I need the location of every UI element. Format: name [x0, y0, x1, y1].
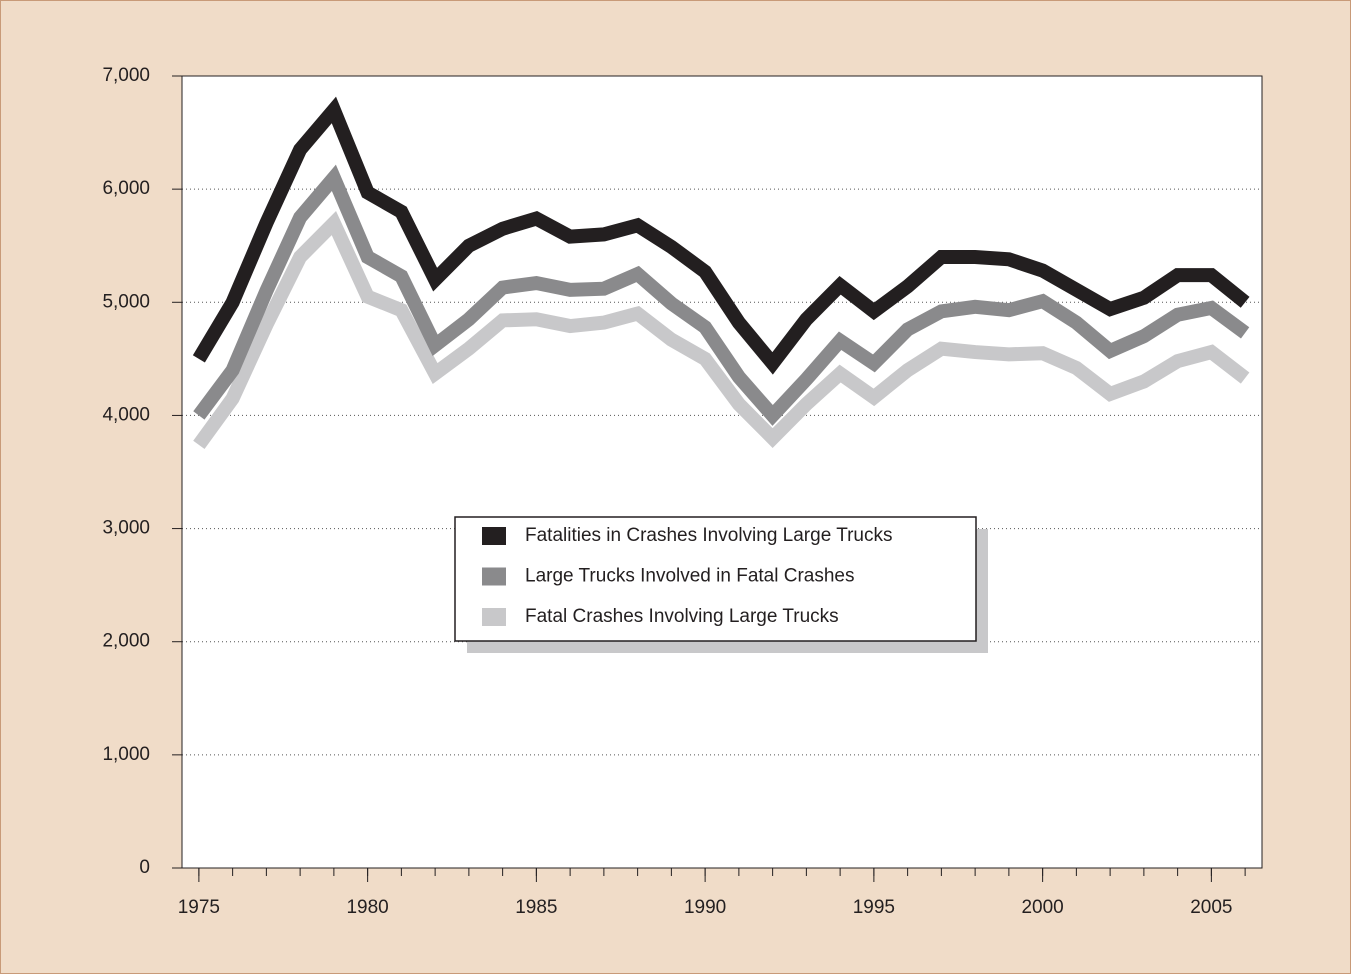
y-tick-label: 6,000: [102, 178, 150, 199]
y-tick-label: 3,000: [102, 518, 150, 539]
x-tick-label: 2000: [1021, 897, 1063, 918]
y-tick-label: 7,000: [102, 65, 150, 86]
series-line: [193, 164, 1250, 426]
plot-area: [182, 76, 1262, 868]
y-tick-label: 1,000: [102, 744, 150, 765]
y-tick-label: 2,000: [102, 631, 150, 652]
legend-box: [454, 516, 977, 642]
series-line: [193, 210, 1250, 449]
series-line: [192, 96, 1250, 375]
legend-swatch: [482, 527, 506, 545]
y-tick-label: 5,000: [102, 291, 150, 312]
y-tick-label: 4,000: [102, 404, 150, 425]
x-tick-label: 2005: [1190, 897, 1232, 918]
x-tick-label: 1980: [346, 897, 388, 918]
legend-swatch: [482, 567, 506, 586]
x-tick-label: 1985: [515, 897, 557, 918]
legend-swatch: [482, 608, 506, 626]
x-tick-label: 1990: [684, 897, 726, 918]
legend: Fatalities in Crashes Involving Large Tr…: [454, 516, 988, 653]
legend-label: Fatalities in Crashes Involving Large Tr…: [525, 525, 893, 546]
legend-label: Fatal Crashes Involving Large Trucks: [525, 606, 839, 627]
y-tick-label: 0: [139, 857, 150, 878]
x-tick-label: 1995: [853, 897, 895, 918]
x-tick-label: 1975: [178, 897, 220, 918]
plot-frame: [181, 75, 1263, 869]
legend-label: Large Trucks Involved in Fatal Crashes: [525, 566, 855, 587]
